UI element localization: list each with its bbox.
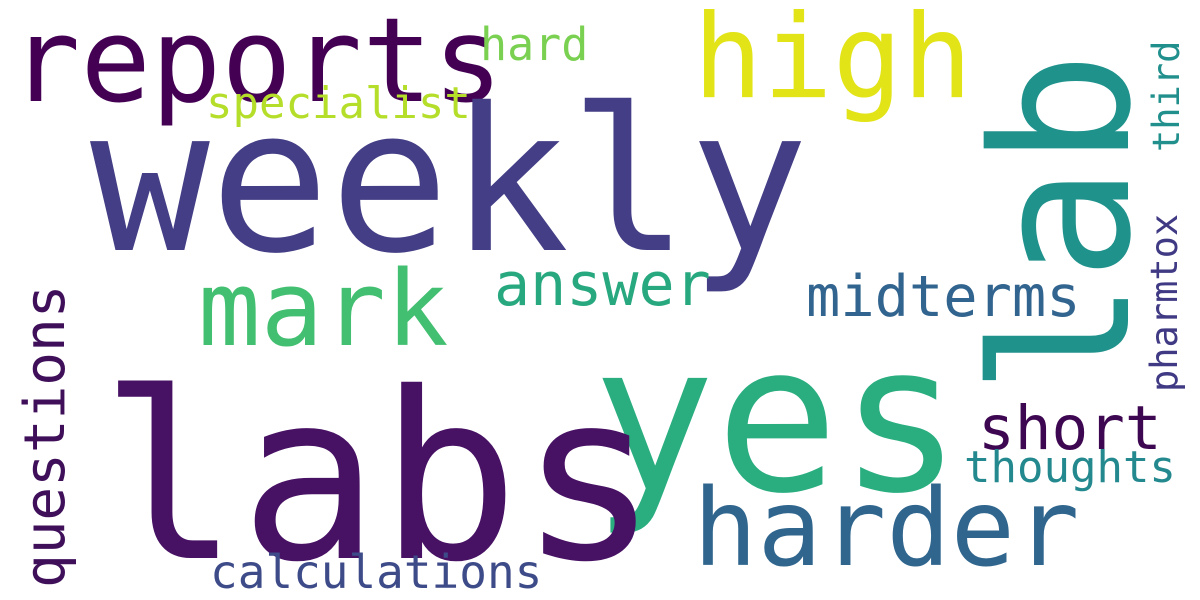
word-reports: reports [10, 0, 504, 129]
word-answer: answer [494, 250, 711, 320]
word-lab: lab [952, 51, 1173, 395]
word-calculations: calculations [210, 545, 543, 599]
word-questions: questions [13, 284, 78, 588]
word-pharmtox: pharmtox [1143, 213, 1186, 392]
word-high: high [693, 0, 973, 125]
word-weekly: weekly [90, 65, 809, 297]
word-mark: mark [198, 248, 449, 370]
word-hard: hard [480, 18, 589, 71]
word-specialist: specialist [206, 78, 471, 129]
word-harder: harder [693, 467, 1080, 591]
word-labs: labs [100, 343, 659, 600]
word-yes: yes [592, 301, 963, 539]
word-midterms: midterms [806, 264, 1081, 330]
word-short: short [978, 393, 1162, 464]
word-third: third [1145, 40, 1188, 152]
word-thoughts: thoughts [964, 442, 1176, 493]
